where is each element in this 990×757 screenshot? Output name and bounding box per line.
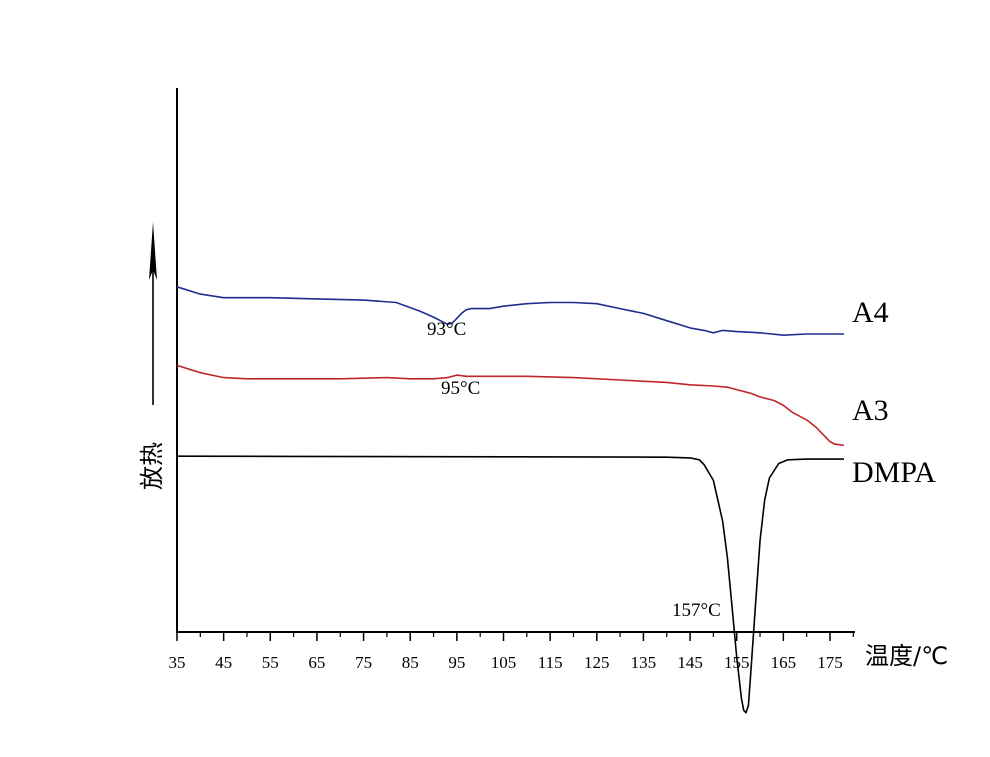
x-tick-label-35: 35 — [169, 653, 186, 672]
exotherm-arrow — [149, 222, 157, 405]
x-tick-labels: 35 45 55 65 75 85 95 105 115 125 135 145 155 165 175 — [169, 653, 843, 672]
x-tick-label-65: 65 — [308, 653, 325, 672]
annotation-a3-peak: 95°C — [441, 378, 480, 399]
series-line-a4 — [176, 286, 844, 336]
series-line-a3 — [176, 364, 845, 447]
x-ticks — [176, 632, 854, 641]
series-line-dmpa — [176, 455, 844, 714]
x-tick-label-95: 95 — [448, 653, 465, 672]
exotherm-arrow-head — [149, 222, 157, 280]
x-tick-label-135: 135 — [631, 653, 657, 672]
x-tick-label-55: 55 — [262, 653, 279, 672]
x-tick-label-75: 75 — [355, 653, 372, 672]
x-tick-label-45: 45 — [215, 653, 232, 672]
annotation-dmpa-peak: 157°C — [672, 600, 721, 621]
x-tick-label-175: 175 — [817, 653, 843, 672]
x-tick-label-165: 165 — [771, 653, 797, 672]
series-lines — [176, 286, 845, 714]
x-tick-label-115: 115 — [538, 653, 563, 672]
x-axis-label: 温度/℃ — [865, 642, 948, 670]
annotation-a4-peak: 93°C — [427, 319, 466, 340]
x-tick-label-145: 145 — [677, 653, 703, 672]
x-tick-label-85: 85 — [402, 653, 419, 672]
x-tick-label-105: 105 — [491, 653, 517, 672]
series-label-dmpa: DMPA — [852, 456, 936, 489]
y-axis-label: 放热 — [138, 442, 166, 490]
x-tick-label-125: 125 — [584, 653, 610, 672]
series-label-a4: A4 — [852, 296, 889, 329]
series-label-a3: A3 — [852, 394, 889, 427]
